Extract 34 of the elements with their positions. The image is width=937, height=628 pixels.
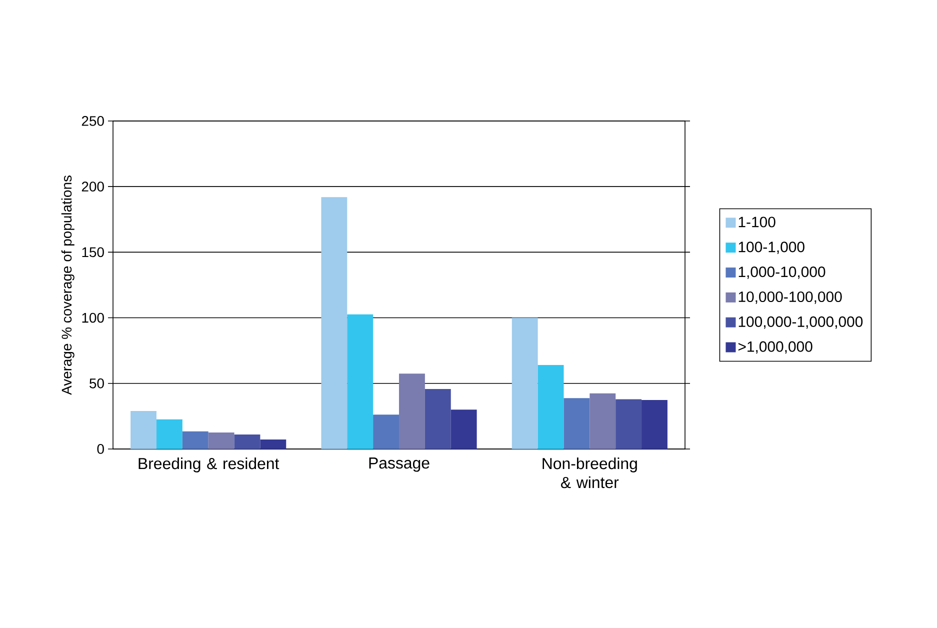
bar bbox=[130, 410, 156, 449]
bar bbox=[424, 389, 451, 449]
y-axis-title: Average % coverage of populations bbox=[61, 176, 74, 395]
x-tick-label: Non-breeding & winter bbox=[542, 458, 637, 488]
bar bbox=[512, 318, 538, 449]
bar bbox=[234, 434, 260, 449]
bar bbox=[399, 374, 425, 449]
y-tick-label: 50 bbox=[90, 378, 104, 388]
legend-label: 1,000-10,000 bbox=[738, 266, 826, 279]
y-tick-label: 100 bbox=[82, 312, 104, 323]
x-tick-label: Passage bbox=[369, 458, 430, 472]
y-tick-label: 250 bbox=[82, 116, 104, 126]
bar bbox=[156, 419, 182, 449]
legend-label: >1,000,000 bbox=[738, 341, 812, 354]
bar bbox=[182, 431, 208, 449]
bar bbox=[321, 197, 348, 449]
bar bbox=[590, 393, 616, 449]
bar bbox=[642, 400, 668, 449]
bar bbox=[208, 432, 234, 449]
legend-label: 1-100 bbox=[738, 216, 776, 228]
bar bbox=[616, 399, 642, 449]
legend-label: 100,000-1,000,000 bbox=[738, 316, 863, 329]
bar bbox=[538, 365, 564, 449]
y-tick-label: 0 bbox=[97, 444, 104, 454]
x-tick-label: Breeding & resident bbox=[138, 458, 280, 472]
legend-label: 10,000-100,000 bbox=[738, 291, 842, 304]
y-tick-label: 200 bbox=[82, 182, 104, 192]
legend-label: 100-1,000 bbox=[738, 242, 804, 254]
bar bbox=[373, 414, 400, 449]
bar bbox=[347, 314, 374, 449]
y-tick-label: 150 bbox=[82, 247, 104, 258]
bar bbox=[260, 440, 286, 449]
bar bbox=[450, 410, 477, 449]
bar bbox=[564, 398, 590, 449]
